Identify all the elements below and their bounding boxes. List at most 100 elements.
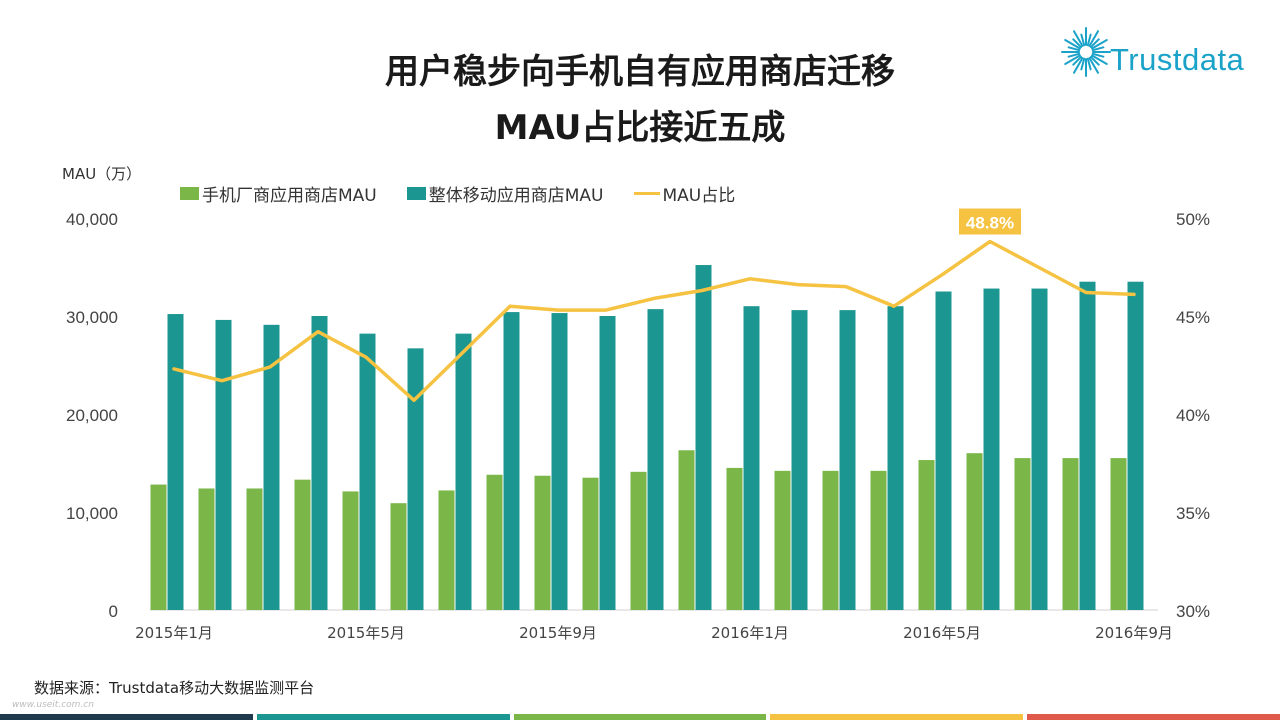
bottom-bar-segment (1027, 714, 1280, 720)
sunburst-icon (1061, 27, 1111, 77)
bar-vendor-mau (726, 467, 743, 610)
bar-total-mau (1127, 281, 1144, 610)
data-source-note: 数据来源：Trustdata移动大数据监测平台 (34, 679, 315, 697)
x-axis-tick-label: 2016年9月 (1095, 624, 1173, 642)
legend-label: 整体移动应用商店MAU (428, 186, 604, 206)
x-axis-tick-label: 2016年1月 (711, 624, 789, 642)
legend-item-ratio: MAU占比 (633, 181, 736, 206)
legend-item-vendor-mau: 手机厂商应用商店MAU (180, 181, 377, 206)
sunburst-ray (1086, 57, 1092, 71)
trustdata-logo: Trustdata (1058, 16, 1268, 86)
x-axis-tick-label: 2015年9月 (519, 624, 597, 642)
bar-vendor-mau (1014, 458, 1031, 610)
legend-item-total-mau: 整体移动应用商店MAU (406, 181, 604, 206)
bar-total-mau (263, 324, 280, 610)
bar-total-mau (743, 306, 760, 610)
bottom-color-bar (0, 714, 1280, 720)
logo-wordmark: Trustdata (1110, 42, 1245, 77)
legend-swatch-green (180, 187, 199, 200)
left-axis-tick-label: 30,000 (66, 308, 118, 327)
bar-vendor-mau (774, 470, 791, 610)
bar-vendor-mau (822, 470, 839, 610)
sunburst-ray (1080, 33, 1086, 47)
x-axis-tick-label: 2015年1月 (135, 624, 213, 642)
legend-swatch-teal (406, 187, 426, 200)
bottom-bar-segment (513, 714, 767, 720)
sunburst-ray (1086, 33, 1092, 47)
bar-vendor-mau (534, 475, 551, 610)
bottom-bar-segment (0, 714, 253, 720)
bar-total-mau (983, 288, 1000, 610)
bar-vendor-mau (678, 450, 695, 610)
bar-total-mau (551, 313, 568, 610)
chart-title-line1: 用户稳步向手机自有应用商店迁移 (385, 52, 895, 92)
sunburst-ray (1091, 46, 1105, 52)
bar-total-mau (407, 348, 424, 610)
bar-vendor-mau (630, 471, 647, 610)
right-axis-tick-label: 40% (1176, 406, 1210, 425)
sunburst-ray (1088, 30, 1099, 47)
y-axis-label: MAU（万） (62, 165, 142, 183)
bar-total-mau (839, 310, 856, 610)
bar-vendor-mau (966, 453, 983, 610)
right-axis-tick-label: 50% (1176, 210, 1210, 229)
bar-vendor-mau (294, 479, 311, 610)
sunburst-ray (1064, 54, 1081, 65)
bar-total-mau (215, 319, 232, 610)
sunburst-ray (1088, 57, 1099, 74)
sunburst-ray (1067, 52, 1081, 58)
sunburst-ray (1072, 38, 1083, 49)
peak-annotation-label: 48.8% (966, 214, 1014, 233)
legend: 手机厂商应用商店MAU 整体移动应用商店MAU MAU占比 (180, 181, 765, 206)
bar-total-mau (311, 316, 328, 610)
sunburst-ray (1072, 55, 1083, 66)
x-axis-tick-label: 2016年5月 (903, 624, 981, 642)
ratio-line (172, 239, 1136, 403)
chart-title-line2: MAU占比接近五成 (494, 108, 786, 148)
right-axis-tick-label: 35% (1176, 504, 1210, 523)
bar-total-mau (791, 310, 808, 610)
sunburst-ray (1073, 30, 1084, 47)
left-axis-tick-label: 40,000 (66, 210, 118, 229)
bar-vendor-mau (582, 477, 599, 610)
bottom-bar-segment (256, 714, 510, 720)
sunburst-ray (1073, 57, 1084, 74)
bar-total-mau (935, 291, 952, 610)
bar-vendor-mau (390, 503, 407, 610)
bar-total-mau (503, 312, 520, 610)
bar-total-mau (167, 314, 184, 610)
bar-vendor-mau (918, 460, 935, 610)
left-axis-tick-label: 0 (109, 602, 118, 621)
bar-total-mau (887, 306, 904, 610)
sunburst-ray (1089, 38, 1100, 49)
right-axis-tick-label: 30% (1176, 602, 1210, 621)
bar-total-mau (359, 333, 376, 610)
bar-vendor-mau (198, 488, 215, 610)
bar-total-mau (455, 333, 472, 610)
bar-total-mau (1079, 281, 1096, 610)
bar-vendor-mau (150, 484, 167, 610)
legend-swatch-line (633, 192, 660, 195)
legend-label: MAU占比 (662, 186, 736, 206)
left-axis-tick-label: 20,000 (66, 406, 118, 425)
bottom-bar-segment (770, 714, 1024, 720)
sunburst-ray (1091, 39, 1108, 50)
watermark: www.useit.com.cn (12, 700, 94, 710)
bar-vendor-mau (342, 491, 359, 610)
sunburst-ray (1067, 46, 1081, 52)
bar-vendor-mau (486, 474, 503, 610)
bar-vendor-mau (438, 490, 455, 610)
sunburst-ray (1064, 39, 1081, 50)
left-axis-tick-label: 10,000 (66, 504, 118, 523)
bar-total-mau (647, 309, 664, 610)
bar-total-mau (599, 316, 616, 610)
sunburst-ray (1091, 54, 1108, 65)
bar-vendor-mau (870, 470, 887, 610)
right-axis-tick-label: 45% (1176, 308, 1210, 327)
bar-vendor-mau (1110, 458, 1127, 610)
sunburst-ray (1089, 55, 1100, 66)
peak-annotation-box (959, 208, 1021, 235)
legend-label: 手机厂商应用商店MAU (202, 186, 377, 206)
bar-total-mau (695, 265, 712, 610)
